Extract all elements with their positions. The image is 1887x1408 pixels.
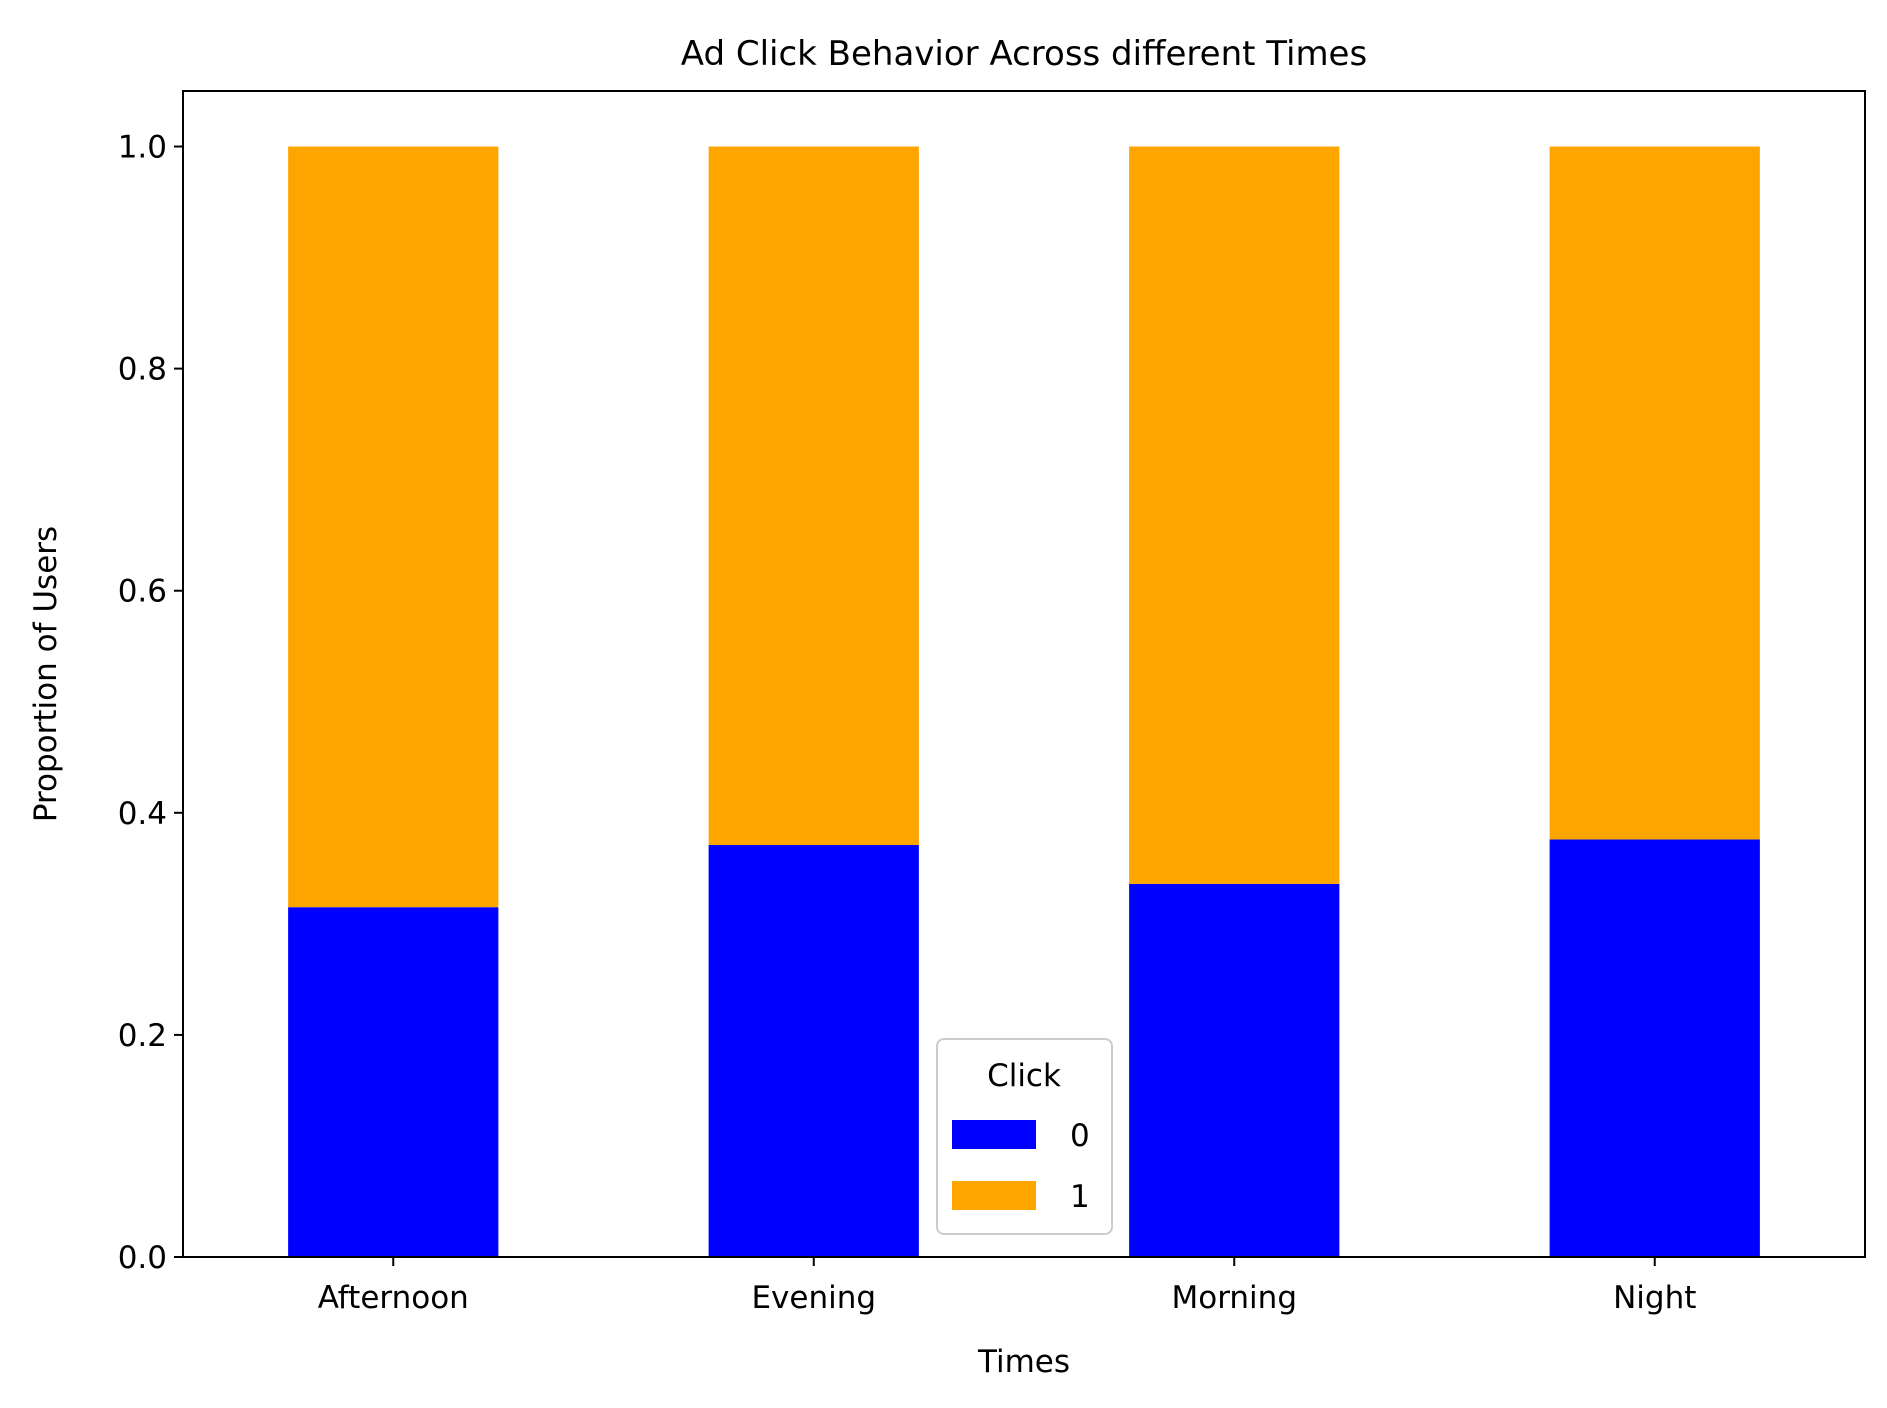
x-axis-label: Times	[977, 1344, 1070, 1380]
legend: Click 0 1	[936, 1038, 1113, 1235]
legend-title: Click	[987, 1058, 1061, 1094]
y-tick-label: 0.4	[118, 796, 167, 832]
bar-morning-click-1	[1129, 146, 1340, 884]
y-tick-label: 0.8	[118, 352, 167, 388]
x-tick-label: Afternoon	[318, 1280, 469, 1316]
legend-swatch-1	[952, 1181, 1036, 1210]
x-tick-label: Night	[1613, 1280, 1696, 1316]
legend-label-1: 1	[1070, 1179, 1090, 1215]
bar-night-click-0	[1549, 839, 1760, 1257]
y-tick-label: 0.0	[118, 1240, 167, 1276]
y-axis: 0.0 0.2 0.4 0.6 0.8 1.0	[118, 130, 183, 1276]
bar-night-click-1	[1549, 146, 1760, 840]
y-axis-label: Proportion of Users	[28, 526, 64, 822]
y-tick-label: 1.0	[118, 130, 167, 166]
chart-title: Ad Click Behavior Across different Times	[681, 34, 1367, 74]
legend-label-0: 0	[1070, 1118, 1090, 1154]
bars	[288, 146, 1760, 1257]
y-tick-label: 0.6	[118, 574, 167, 610]
x-axis: Afternoon Evening Morning Night	[318, 1257, 1696, 1316]
bar-evening-click-1	[708, 146, 919, 846]
bar-afternoon-click-1	[288, 146, 499, 908]
bar-evening-click-0	[708, 845, 919, 1257]
y-tick-label: 0.2	[118, 1018, 167, 1054]
x-tick-label: Evening	[751, 1280, 876, 1316]
bar-afternoon-click-0	[288, 907, 499, 1257]
plot-frame	[182, 90, 1866, 1258]
bar-morning-click-0	[1129, 883, 1340, 1257]
x-tick-label: Morning	[1172, 1280, 1298, 1316]
legend-swatch-0	[952, 1120, 1036, 1149]
